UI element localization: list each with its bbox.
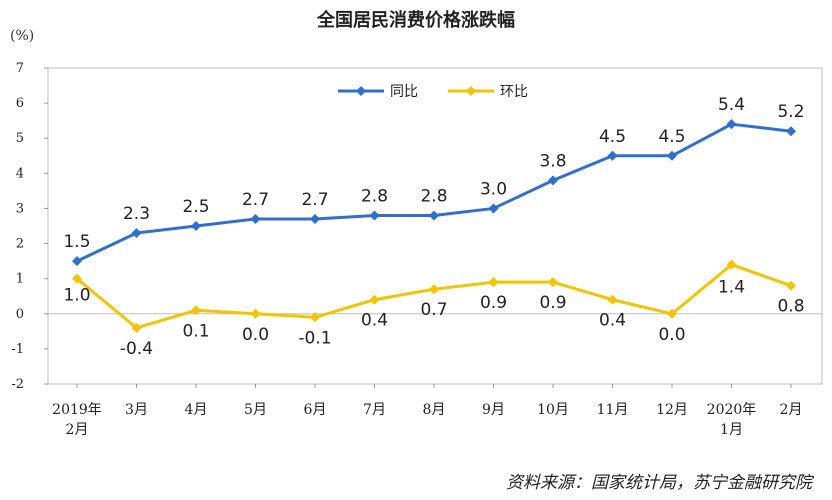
- y-tick-label: 4: [16, 166, 24, 181]
- data-label: 0.4: [361, 311, 388, 331]
- data-point: [72, 273, 82, 284]
- data-label: 1.4: [718, 278, 745, 298]
- x-tick-label: 2020年: [707, 402, 757, 418]
- x-tick-label: 12月: [656, 402, 688, 418]
- x-tick-label: 11月: [597, 402, 629, 418]
- data-point: [310, 312, 320, 323]
- data-label: 5.4: [718, 95, 745, 115]
- x-tick-label: 6月: [304, 402, 327, 418]
- x-axis: 2019年 2月 3月 4月 5月 6月 7月 8月 9月 10月 11月 12月 2020年 1月 2月: [52, 384, 802, 438]
- data-label: 2.3: [123, 204, 150, 224]
- y-axis: 7 6 5 4 3 2 1 0 -1 -2: [11, 61, 822, 392]
- data-point: [250, 213, 261, 224]
- data-label: 3.8: [539, 151, 566, 171]
- data-label: 2.8: [361, 186, 388, 206]
- x-tick-label: 5月: [244, 402, 267, 418]
- x-tick-label: 10月: [537, 402, 569, 418]
- data-label: 5.2: [777, 102, 804, 122]
- legend-label: 环比: [500, 84, 528, 100]
- data-label: 2.7: [242, 190, 269, 210]
- data-point: [369, 294, 380, 305]
- data-label: 0.0: [658, 325, 685, 345]
- data-label: 4.5: [599, 127, 626, 147]
- data-label: 0.4: [599, 311, 626, 331]
- x-tick-label: 2月: [780, 402, 803, 418]
- data-label: 2.8: [420, 186, 447, 206]
- data-point: [131, 322, 142, 333]
- data-point: [310, 213, 320, 224]
- legend-marker: [356, 86, 366, 96]
- data-label: 0.9: [480, 293, 507, 313]
- data-point: [786, 126, 796, 137]
- data-point: [726, 259, 737, 270]
- data-point: [548, 175, 558, 186]
- data-point: [429, 210, 439, 221]
- legend: 同比 环比: [338, 84, 528, 100]
- y-tick-label: 5: [16, 131, 24, 146]
- data-point: [607, 150, 618, 161]
- data-label: 0.1: [182, 321, 209, 341]
- data-label: -0.4: [120, 339, 153, 359]
- data-point: [726, 119, 737, 130]
- series-1: 1.5 2.3 2.5 2.7 2.7 2.8 2.8 3.0 3.8 4.5 4.5 5.4 5.2: [63, 95, 805, 267]
- series-2: 1.0 -0.4 0.1 0.0 -0.1 0.4 0.7 0.9 0.9 0.4 0.0 1.4 0.…: [63, 259, 805, 359]
- data-point: [488, 203, 499, 214]
- chart-title: 全国居民消费价格涨跌幅: [317, 10, 515, 31]
- data-point: [786, 280, 796, 291]
- data-label: 1.0: [63, 286, 90, 306]
- data-point: [667, 308, 677, 319]
- y-tick-label: 2: [16, 237, 24, 252]
- data-point: [250, 308, 261, 319]
- data-point: [191, 305, 201, 316]
- y-tick-label: -1: [11, 342, 24, 357]
- x-tick-label: 3月: [125, 402, 148, 418]
- y-tick-label: 6: [16, 96, 24, 111]
- data-label: 1.5: [63, 232, 90, 252]
- data-label: 4.5: [658, 127, 685, 147]
- data-label: -0.1: [298, 328, 331, 348]
- x-tick-label: 2019年: [52, 402, 102, 418]
- plot-area: [47, 67, 823, 385]
- data-label: 0.0: [242, 325, 269, 345]
- x-tick-label: 4月: [185, 402, 208, 418]
- y-axis-unit: (%): [10, 28, 35, 44]
- data-label: 0.8: [777, 297, 804, 317]
- y-tick-label: 0: [16, 307, 24, 322]
- y-tick-label: 7: [16, 61, 24, 76]
- data-label: 3.0: [480, 179, 507, 199]
- y-tick-label: 3: [16, 201, 24, 216]
- data-point: [369, 210, 380, 221]
- data-point: [429, 284, 439, 295]
- x-tick-label: 1月: [720, 422, 743, 438]
- legend-label: 同比: [390, 84, 418, 100]
- x-tick-label: 9月: [482, 402, 505, 418]
- legend-marker: [466, 86, 476, 96]
- data-point: [131, 228, 142, 239]
- y-tick-label: -2: [11, 377, 24, 392]
- x-tick-label: 2月: [66, 422, 89, 438]
- data-point: [667, 150, 677, 161]
- data-point: [607, 294, 618, 305]
- data-label: 2.5: [182, 197, 209, 217]
- x-tick-label: 8月: [423, 402, 446, 418]
- data-label: 2.7: [301, 190, 328, 210]
- data-point: [548, 277, 558, 288]
- y-tick-label: 1: [16, 272, 24, 287]
- x-tick-label: 7月: [363, 402, 386, 418]
- data-point: [72, 256, 82, 267]
- data-point: [191, 221, 201, 231]
- data-label: 0.7: [420, 300, 447, 320]
- series-layer: 1.52.3 2.5 2.7 2.7 2.8 2.8 3.03.84.5 4.55.4 5.21…: [63, 95, 804, 359]
- data-label: 0.9: [539, 293, 566, 313]
- source-note: 资料来源：国家统计局，苏宁金融研究院: [506, 473, 812, 493]
- data-point: [488, 277, 499, 288]
